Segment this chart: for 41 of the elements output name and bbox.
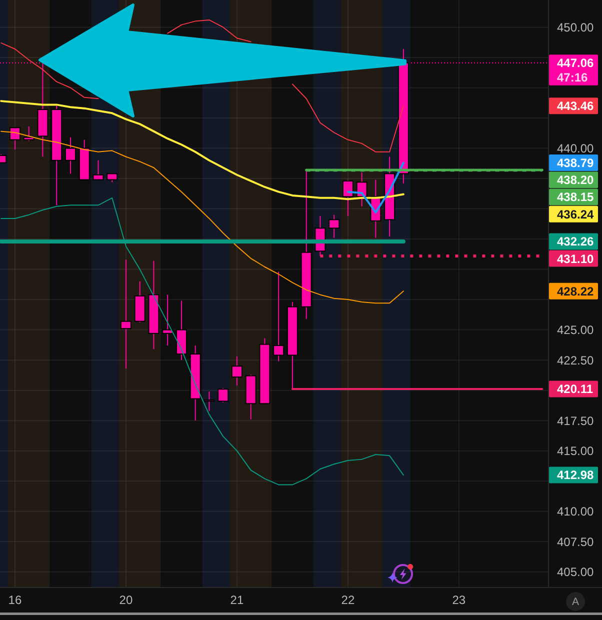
x-tick-label: 20 xyxy=(119,593,133,608)
candlestick xyxy=(92,160,104,180)
y-tick-label: 415.00 xyxy=(557,444,594,458)
text: 443.46 xyxy=(557,99,594,114)
y-tick-label: 417.50 xyxy=(557,414,594,428)
candlestick xyxy=(64,136,76,174)
y-tick-label: 405.00 xyxy=(557,565,594,580)
data-label: 431.10 xyxy=(557,252,594,266)
text: 436.24 xyxy=(557,207,594,222)
text: 432.26 xyxy=(557,234,594,249)
y-tick-label: 410.00 xyxy=(557,504,594,519)
ref-line-label: 447.06 xyxy=(557,56,594,70)
x-tick-label: 23 xyxy=(452,593,466,608)
y-tick-label: 440.00 xyxy=(557,141,594,156)
y-tick-label: 450.00 xyxy=(557,20,594,34)
candlestick xyxy=(23,126,34,142)
candlestick xyxy=(328,214,340,238)
candlestick xyxy=(218,387,229,403)
round-button: A xyxy=(566,592,585,611)
data-label: 438.20 xyxy=(557,173,594,188)
candlestick xyxy=(9,127,20,150)
candlestick xyxy=(120,259,132,370)
candlestick xyxy=(231,356,242,386)
y-tick-label: 425.00 xyxy=(557,323,594,338)
text: 47:16 xyxy=(557,70,588,84)
x-tick-label: 21 xyxy=(230,593,244,608)
data-label: 438.15 xyxy=(557,190,594,204)
candlestick xyxy=(204,391,215,412)
line-series xyxy=(0,197,404,486)
x-tick-label: 16 xyxy=(8,593,22,608)
candlestick xyxy=(162,294,174,346)
line-series xyxy=(0,100,404,200)
text: 412.98 xyxy=(557,468,594,482)
y-tick-label: 422.50 xyxy=(557,353,594,368)
candlestick xyxy=(342,179,354,217)
candlestick xyxy=(273,271,284,362)
y-tick-label: 407.50 xyxy=(557,534,594,549)
text: 438.79 xyxy=(557,156,594,170)
x-tick-label: 22 xyxy=(341,593,355,608)
text: 428.22 xyxy=(557,284,594,298)
data-label: 420.11 xyxy=(557,382,594,396)
